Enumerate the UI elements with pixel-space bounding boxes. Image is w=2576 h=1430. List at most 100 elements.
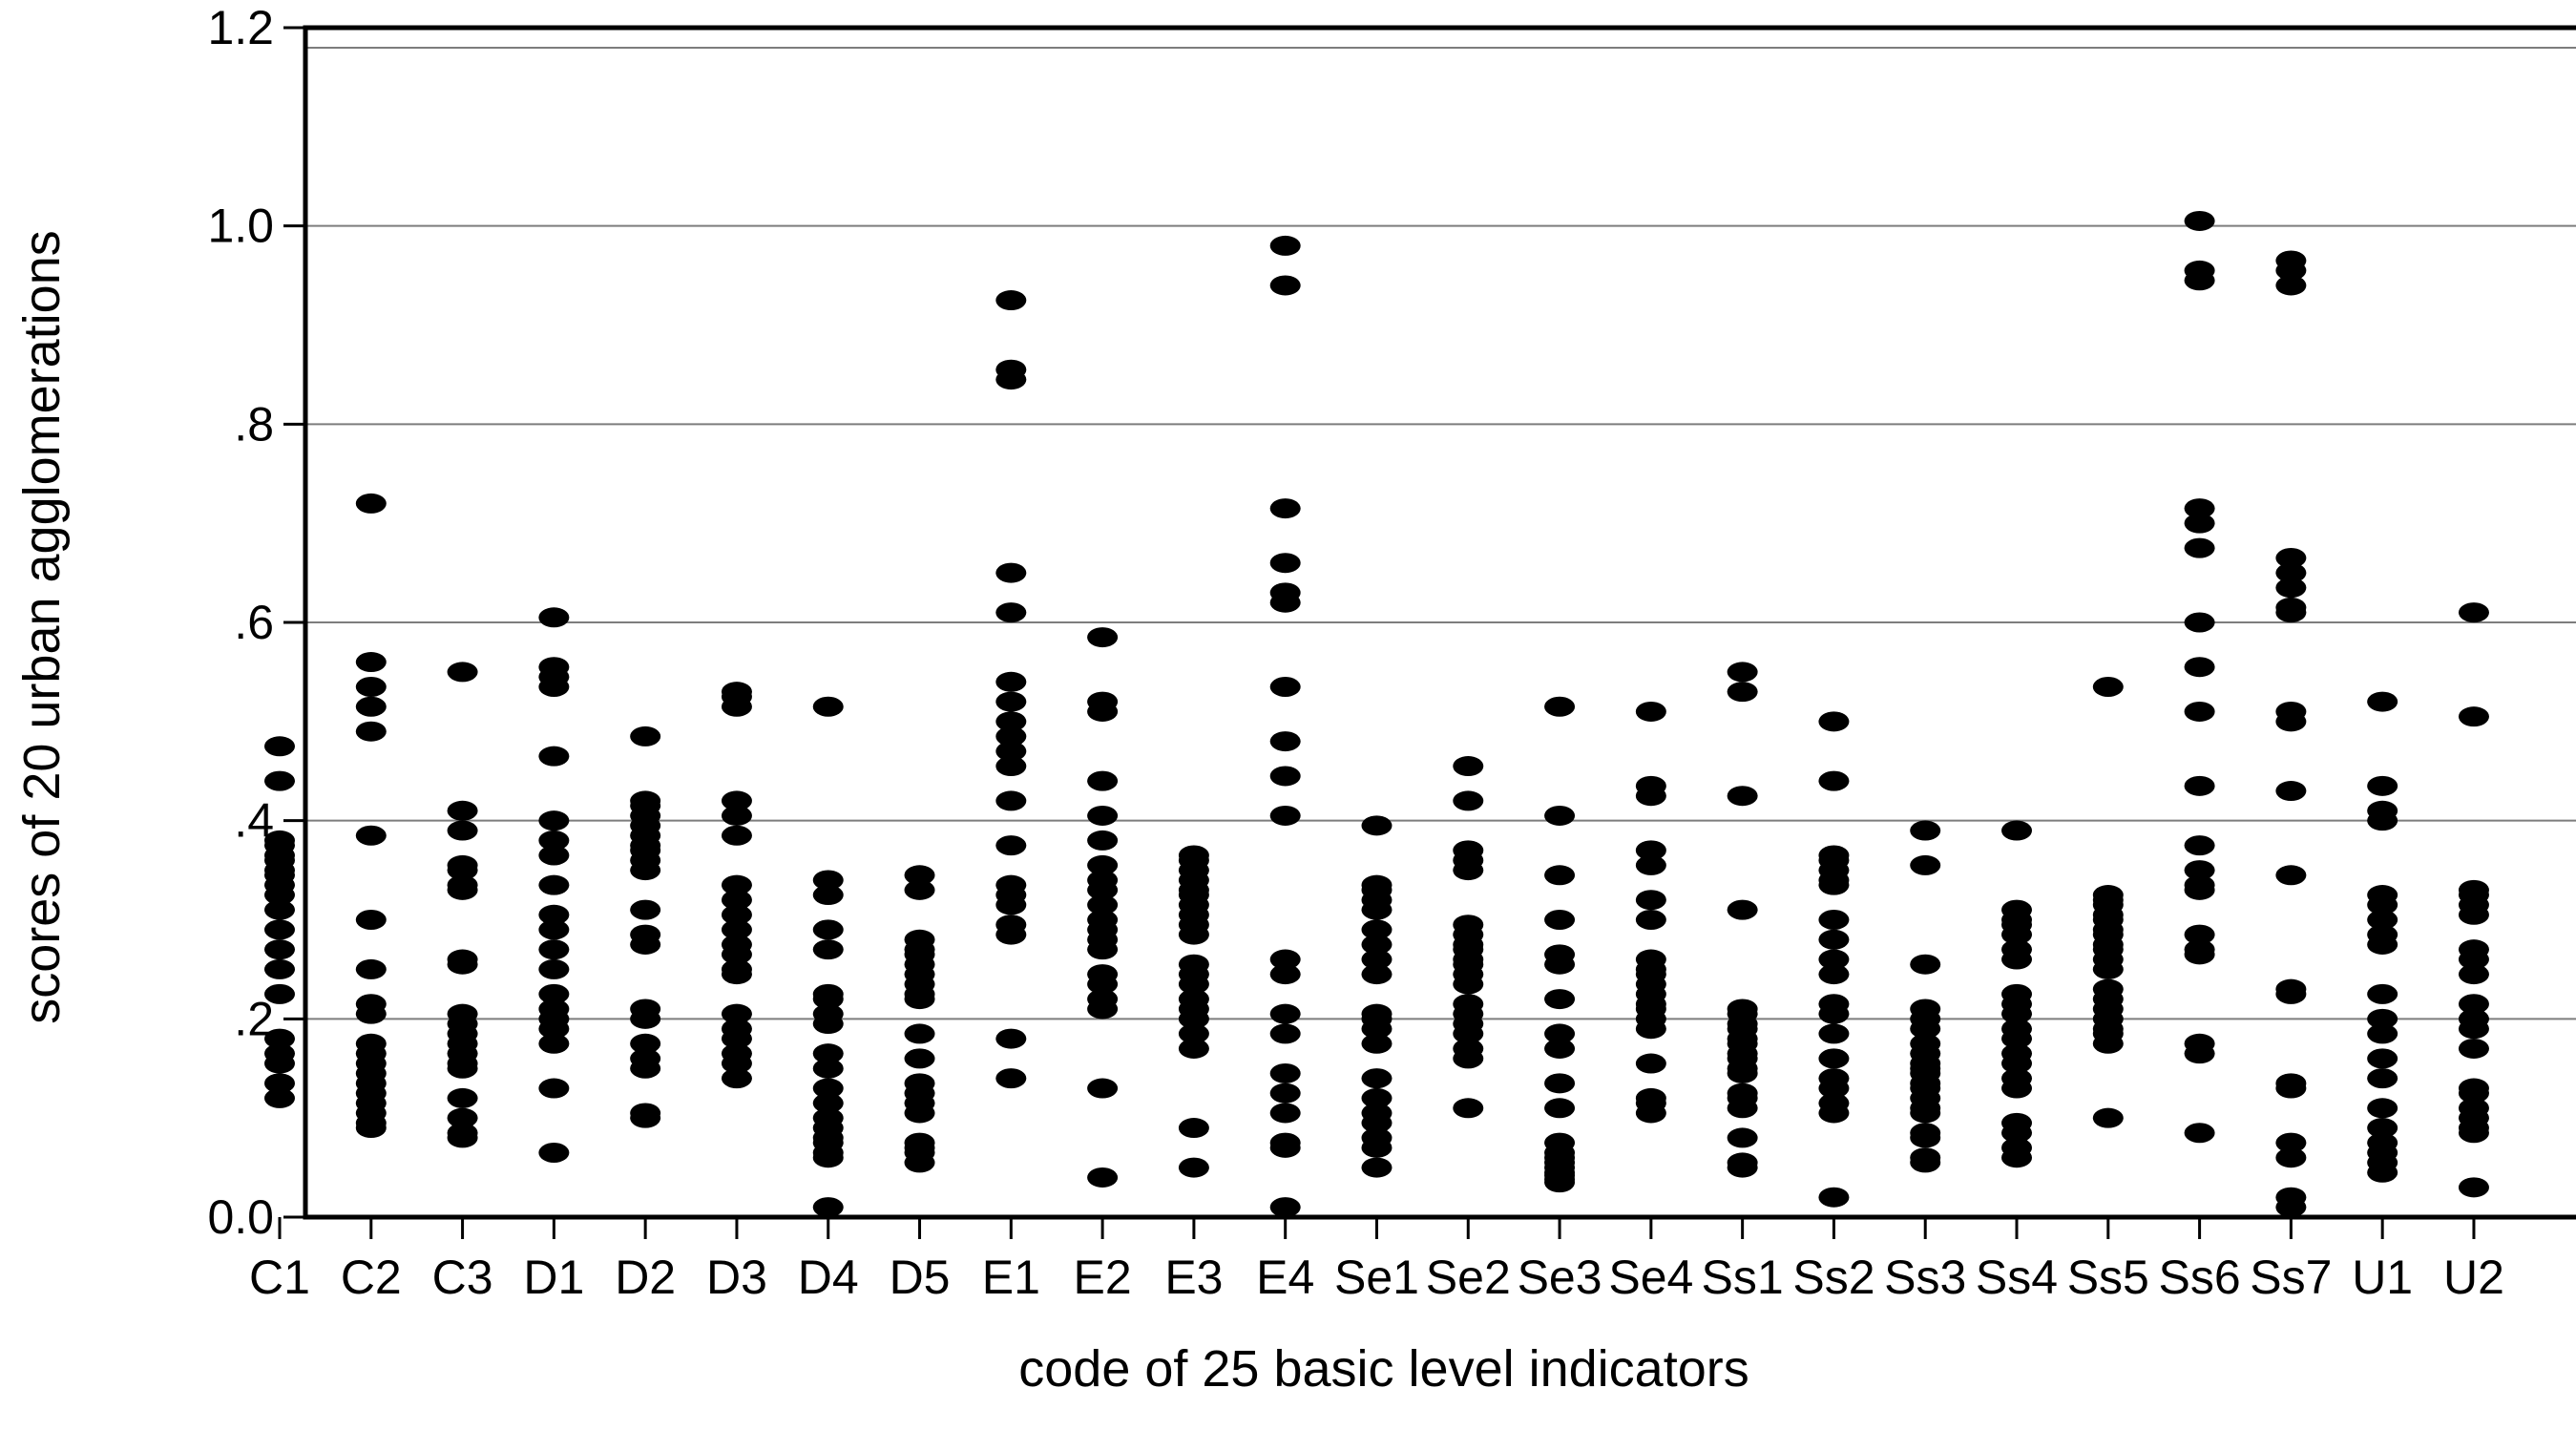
data-point — [355, 825, 387, 846]
data-point — [2275, 275, 2307, 296]
data-point — [1361, 949, 1393, 970]
data-point — [1818, 929, 1850, 950]
data-point — [2092, 676, 2124, 697]
data-point — [995, 894, 1027, 915]
data-point — [1818, 964, 1850, 985]
data-point — [721, 919, 752, 940]
data-point — [1361, 934, 1393, 955]
data-point — [995, 726, 1027, 747]
data-point — [1544, 1073, 1576, 1094]
data-point — [1361, 1033, 1393, 1054]
data-point — [355, 676, 387, 697]
x-tick-label: E1 — [982, 1251, 1040, 1304]
data-point — [995, 671, 1027, 692]
data-point — [904, 1023, 935, 1044]
x-tick-label: Ss5 — [2067, 1251, 2149, 1304]
data-point — [1361, 1068, 1393, 1089]
x-tick-label: Ss3 — [1884, 1251, 1966, 1304]
data-point — [2275, 1132, 2307, 1153]
y-tick-label: 1.2 — [207, 1, 274, 54]
data-point — [1087, 1167, 1119, 1188]
data-point — [447, 1058, 478, 1079]
data-point — [538, 746, 570, 767]
x-tick-label: C1 — [249, 1251, 310, 1304]
data-point — [630, 1008, 661, 1029]
data-point — [2275, 1197, 2307, 1218]
data-point — [2275, 602, 2307, 623]
data-point — [2275, 562, 2307, 583]
data-point — [264, 885, 295, 906]
data-point — [1818, 770, 1850, 791]
data-point — [1178, 1008, 1209, 1029]
data-point — [1269, 766, 1301, 787]
data-point — [2184, 879, 2215, 900]
data-point — [1269, 1137, 1301, 1158]
data-point — [904, 989, 935, 1010]
data-point — [1087, 805, 1119, 826]
data-point — [1269, 1083, 1301, 1104]
data-point — [2458, 1019, 2489, 1040]
data-point — [1727, 899, 1758, 920]
x-tick-label: D5 — [890, 1251, 951, 1304]
data-point — [2458, 602, 2489, 623]
data-point — [812, 989, 844, 1010]
data-point — [1818, 1048, 1850, 1069]
data-point — [264, 958, 295, 979]
data-point — [264, 1053, 295, 1074]
data-point — [2458, 1123, 2489, 1144]
data-point — [264, 983, 295, 1004]
data-point — [2367, 934, 2398, 955]
data-point — [1178, 1157, 1209, 1178]
data-point — [1361, 1087, 1393, 1108]
data-point — [2001, 924, 2033, 945]
data-point — [1727, 1098, 1758, 1119]
data-point — [721, 1003, 752, 1024]
data-point — [1269, 235, 1301, 256]
data-point — [1910, 1152, 1941, 1173]
data-point — [995, 790, 1027, 811]
data-point — [1178, 1118, 1209, 1139]
data-point — [2275, 983, 2307, 1004]
data-point — [2367, 691, 2398, 712]
data-point — [1818, 1187, 1850, 1208]
x-tick-label: Se3 — [1518, 1251, 1602, 1304]
data-point — [1453, 790, 1484, 811]
data-point — [1544, 954, 1576, 975]
data-point — [2092, 1107, 2124, 1128]
data-point — [1087, 1078, 1119, 1099]
data-point — [812, 870, 844, 891]
data-point — [2184, 1123, 2215, 1144]
data-point — [538, 904, 570, 925]
data-point — [2275, 548, 2307, 569]
data-point — [2458, 1083, 2489, 1104]
data-point — [2184, 924, 2215, 945]
data-point — [2184, 537, 2215, 558]
data-point — [1544, 805, 1576, 826]
data-point — [1635, 890, 1666, 911]
data-point — [1453, 860, 1484, 881]
data-point — [355, 652, 387, 673]
data-point — [721, 944, 752, 965]
data-point — [812, 939, 844, 960]
data-point — [1269, 1103, 1301, 1124]
data-point — [2184, 657, 2215, 678]
data-point — [812, 1014, 844, 1035]
data-point — [995, 602, 1027, 623]
data-point — [1818, 874, 1850, 895]
data-point — [2367, 1068, 2398, 1089]
y-tick-label: 1.0 — [207, 200, 274, 253]
x-axis-title: code of 25 basic level indicators — [1018, 1340, 1749, 1398]
data-point — [447, 954, 478, 975]
y-tick-label: .8 — [234, 397, 274, 451]
x-tick-label: D4 — [798, 1251, 859, 1304]
data-point — [2184, 270, 2215, 291]
data-point — [1818, 1103, 1850, 1124]
y-tick-label: .6 — [234, 596, 274, 649]
x-tick-label: Ss1 — [1702, 1251, 1784, 1304]
data-point — [721, 696, 752, 717]
data-point — [1818, 949, 1850, 970]
data-point — [264, 939, 295, 960]
data-point — [264, 919, 295, 940]
data-point — [264, 899, 295, 920]
data-point — [1269, 964, 1301, 985]
